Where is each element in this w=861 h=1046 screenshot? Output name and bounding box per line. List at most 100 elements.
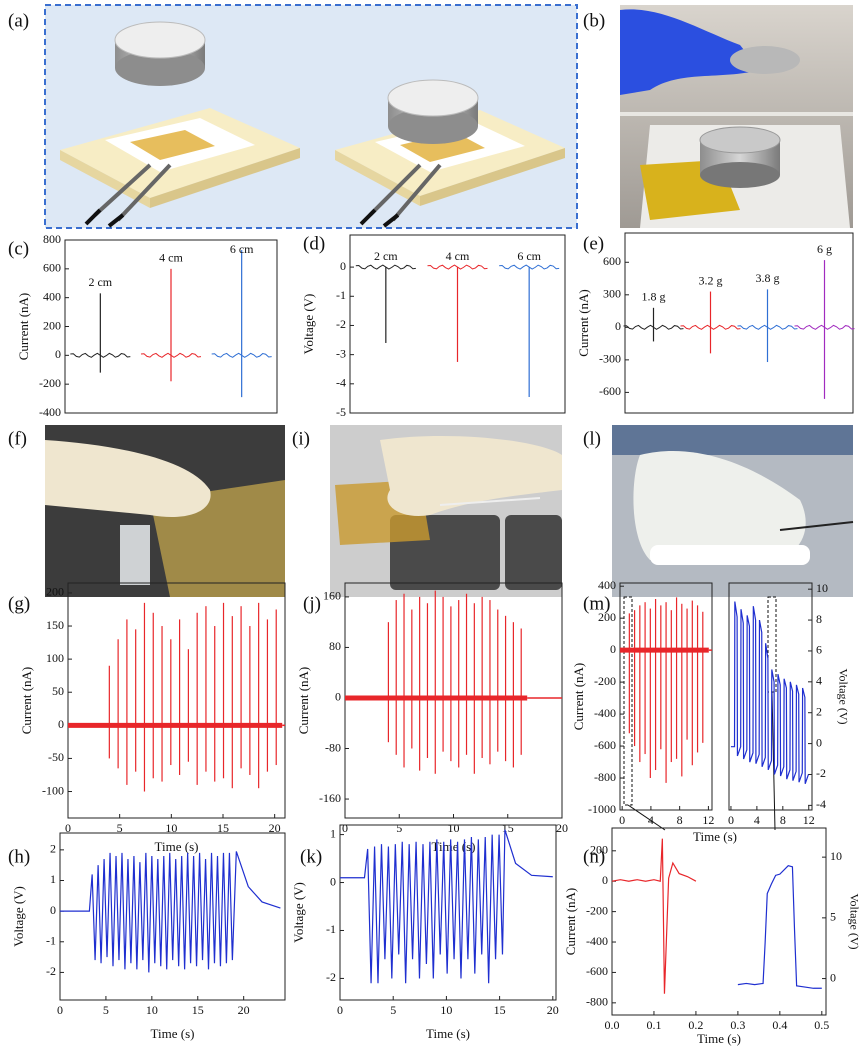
y-tick-label: -2 xyxy=(326,970,336,984)
panel-label: (a) xyxy=(8,10,29,31)
y-tick-label: 0 xyxy=(50,903,56,917)
y-axis-label: Current (nA) xyxy=(19,667,34,735)
y-axis-label: Current (nA) xyxy=(563,888,578,956)
x-tick-label: 0.0 xyxy=(605,1018,620,1032)
y-tick-label: -400 xyxy=(586,934,608,948)
y-tick-label: 0 xyxy=(58,717,64,731)
y-axis-label: Current (nA) xyxy=(571,663,586,731)
y-tick-label: 0 xyxy=(615,319,621,333)
y-tick-label: -2 xyxy=(336,317,346,331)
x-axis-label: Time (s) xyxy=(697,1031,741,1046)
y-tick-label: -4 xyxy=(336,376,346,390)
x-tick-label: 0 xyxy=(728,813,734,827)
series-label: 4 cm xyxy=(446,249,470,263)
x-tick-label: 5 xyxy=(390,1003,396,1017)
x-tick-label: 0 xyxy=(57,1003,63,1017)
x-tick-label: 15 xyxy=(494,1003,506,1017)
panel-label: (e) xyxy=(583,233,604,254)
y-tick-label: 1 xyxy=(330,826,336,840)
y2-tick-label: 10 xyxy=(816,581,828,595)
y-tick-label: 150 xyxy=(46,618,64,632)
y-tick-label: -400 xyxy=(594,706,616,720)
y2-axis-label: Voltage (V) xyxy=(847,893,861,949)
x-tick-label: 0 xyxy=(337,1003,343,1017)
photo-panel xyxy=(620,5,853,228)
series-label: 1.8 g xyxy=(642,290,666,304)
x-tick-label: 0.5 xyxy=(814,1018,829,1032)
y-tick-label: -600 xyxy=(594,738,616,752)
y-tick-label: 200 xyxy=(43,318,61,332)
y-tick-label: 50 xyxy=(52,684,64,698)
x-tick-label: 10 xyxy=(440,1003,452,1017)
x-tick-label: 20 xyxy=(547,1003,559,1017)
y-tick-label: 80 xyxy=(329,639,341,653)
y-tick-label: 800 xyxy=(43,232,61,246)
y-tick-label: -3 xyxy=(336,346,346,360)
y-axis-label: Voltage (V) xyxy=(301,294,316,355)
y-axis-label: Current (nA) xyxy=(576,289,591,357)
y-axis-label: Current (nA) xyxy=(16,293,31,361)
y-tick-label: 200 xyxy=(46,585,64,599)
x-tick-label: 12 xyxy=(702,813,714,827)
y2-tick-label: 0 xyxy=(816,735,822,749)
y-tick-label: 0 xyxy=(330,874,336,888)
x-tick-label: 5 xyxy=(396,821,402,835)
y-tick-label: 400 xyxy=(43,289,61,303)
x-tick-label: 4 xyxy=(648,813,654,827)
x-tick-label: 0 xyxy=(342,821,348,835)
panel-label: (k) xyxy=(300,846,322,867)
y-tick-label: -1 xyxy=(336,288,346,302)
panel-label: (f) xyxy=(8,428,27,449)
panel-label: (b) xyxy=(583,10,605,31)
panel-label: (n) xyxy=(583,846,605,867)
y-tick-label: -80 xyxy=(325,740,341,754)
y-tick-label: 300 xyxy=(603,287,621,301)
panel-label: (c) xyxy=(8,238,29,259)
y-tick-label: -50 xyxy=(48,750,64,764)
series-label: 6 cm xyxy=(230,242,254,256)
x-tick-label: 5 xyxy=(103,1003,109,1017)
y-tick-label: -160 xyxy=(319,791,341,805)
y-tick-label: -200 xyxy=(39,376,61,390)
x-tick-label: 15 xyxy=(192,1003,204,1017)
series-label: 2 cm xyxy=(374,249,398,263)
y-tick-label: 1 xyxy=(50,872,56,886)
line-trace xyxy=(60,851,280,972)
y2-tick-label: 6 xyxy=(816,643,822,657)
y-axis-label: Current (nA) xyxy=(296,667,311,735)
y2-axis-label: Voltage (V) xyxy=(836,668,850,724)
photo-panel xyxy=(330,425,562,597)
series-label: 4 cm xyxy=(159,251,183,265)
y-tick-label: -1 xyxy=(326,922,336,936)
y-axis-label: Voltage (V) xyxy=(11,886,26,947)
line-trace xyxy=(738,866,822,989)
y-tick-label: 0 xyxy=(340,259,346,273)
y2-tick-label: 8 xyxy=(816,612,822,626)
x-tick-label: 0.4 xyxy=(772,1018,787,1032)
y-tick-label: -100 xyxy=(42,783,64,797)
y-tick-label: 600 xyxy=(43,261,61,275)
y-tick-label: -800 xyxy=(586,995,608,1009)
series-label: 2 cm xyxy=(88,275,112,289)
y2-tick-label: 0 xyxy=(830,970,836,984)
x-tick-label: 10 xyxy=(448,821,460,835)
y-tick-label: 0 xyxy=(602,873,608,887)
x-axis-label: Time (s) xyxy=(432,839,476,854)
x-tick-label: 20 xyxy=(556,821,568,835)
x-tick-label: 0.3 xyxy=(730,1018,745,1032)
y2-tick-label: 2 xyxy=(816,704,822,718)
y2-tick-label: 4 xyxy=(816,674,822,688)
y-tick-label: 600 xyxy=(603,254,621,268)
figure: (a)(b)(f)(i)(l)-400-2000200400600800(c)C… xyxy=(0,0,861,1046)
y-tick-label: 0 xyxy=(610,642,616,656)
y2-tick-label: 10 xyxy=(830,849,842,863)
y-tick-label: -300 xyxy=(599,352,621,366)
y-tick-label: 2 xyxy=(50,842,56,856)
series-label: 3.2 g xyxy=(699,273,723,287)
y-tick-label: 0 xyxy=(335,690,341,704)
y-tick-label: -600 xyxy=(586,964,608,978)
y2-tick-label: 5 xyxy=(830,910,836,924)
y-tick-label: 160 xyxy=(323,589,341,603)
y-tick-label: -400 xyxy=(39,405,61,419)
series-label: 6 cm xyxy=(517,249,541,263)
